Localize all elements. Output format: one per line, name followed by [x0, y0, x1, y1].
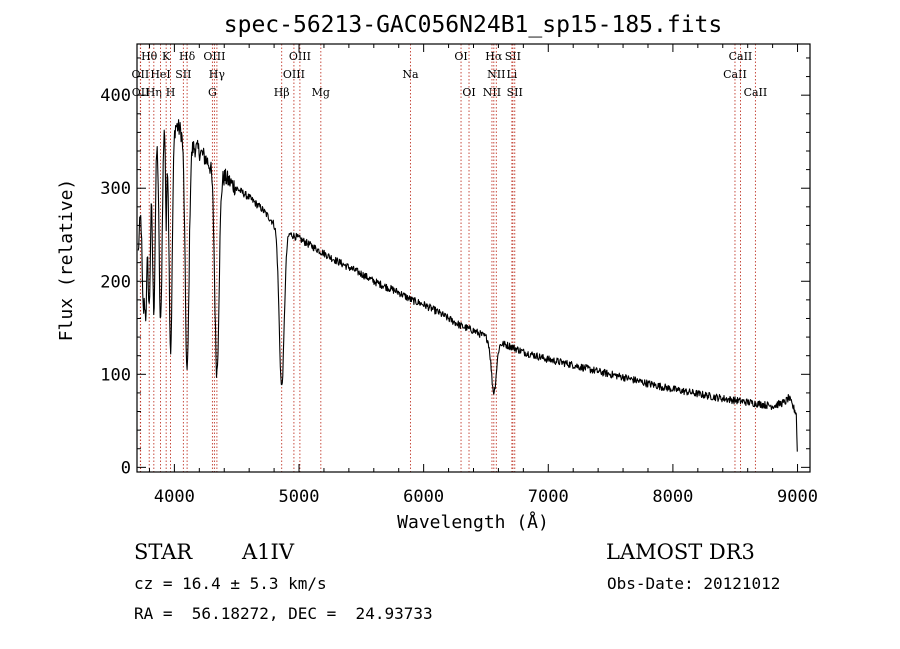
line-marker-label: Hβ — [274, 86, 290, 99]
y-tick-label: 200 — [100, 272, 131, 292]
line-marker-label: SII — [175, 68, 191, 81]
line-marker-label: Na — [402, 68, 419, 81]
x-axis-label: Wavelength (Å) — [397, 511, 549, 533]
line-marker-label: OIII — [283, 68, 305, 81]
x-tick-label: 9000 — [777, 487, 818, 507]
line-marker-label: OI — [454, 50, 467, 63]
line-marker-label: CaII — [744, 86, 768, 99]
x-tick-label: 8000 — [652, 487, 693, 507]
object-subclass: A1IV — [242, 540, 294, 564]
line-marker-label: Hθ — [141, 50, 158, 63]
line-marker-label: Hη — [146, 86, 162, 99]
line-marker-label: NII — [483, 86, 501, 99]
y-tick-label: 400 — [100, 86, 131, 106]
line-marker-label: OI — [462, 86, 475, 99]
line-marker-label: K — [162, 50, 171, 63]
line-marker-label: CaII — [729, 50, 753, 63]
line-marker-label: Li — [506, 68, 517, 81]
line-marker-label: OIII — [289, 50, 311, 63]
redshift-readout: cz = 16.4 ± 5.3 km/s — [134, 574, 327, 593]
axis-ticks: 4000 5000 6000 7000 8000 9000 0 100 200 300 400 — [100, 44, 818, 507]
x-tick-label: 6000 — [403, 487, 444, 507]
line-marker-label: Hγ — [209, 68, 226, 81]
line-marker-label: Hδ — [179, 50, 196, 63]
line-marker-label: H — [166, 86, 176, 99]
line-marker-label: OII — [132, 68, 150, 81]
x-tick-label: 4000 — [154, 487, 195, 507]
line-marker-label: G — [208, 86, 217, 99]
y-tick-label: 100 — [100, 365, 131, 385]
line-marker-label: Hα — [485, 50, 503, 63]
x-tick-label: 5000 — [279, 487, 320, 507]
obs-date: Obs-Date: 20121012 — [607, 574, 781, 593]
line-marker-label: Mg — [312, 86, 330, 99]
y-tick-label: 300 — [100, 179, 131, 199]
line-marker-label: CaII — [723, 68, 747, 81]
coordinates: RA = 56.18272, DEC = 24.93733 — [134, 604, 433, 623]
line-marker-label: OII — [132, 86, 150, 99]
object-class: STAR — [134, 540, 193, 564]
survey-name: LAMOST DR3 — [606, 540, 755, 564]
line-marker-label: OIII — [203, 50, 225, 63]
line-marker-label: SII — [507, 86, 523, 99]
y-tick-label: 0 — [121, 458, 131, 478]
spectrum-line — [137, 119, 798, 452]
chart-title: spec-56213-GAC056N24B1_sp15-185.fits — [224, 12, 723, 38]
x-tick-label: 7000 — [528, 487, 569, 507]
line-marker-label: HeI — [150, 68, 170, 81]
line-marker-label: SII — [505, 50, 521, 63]
line-markers: OII OII Hθ Hη HeI K H SII Hδ G OIII Hγ Hβ OIII OIII Mg N… — [132, 44, 768, 472]
y-axis-label: Flux (relative) — [56, 179, 77, 342]
plot-frame — [136, 43, 811, 473]
line-marker-label: NII — [487, 68, 505, 81]
